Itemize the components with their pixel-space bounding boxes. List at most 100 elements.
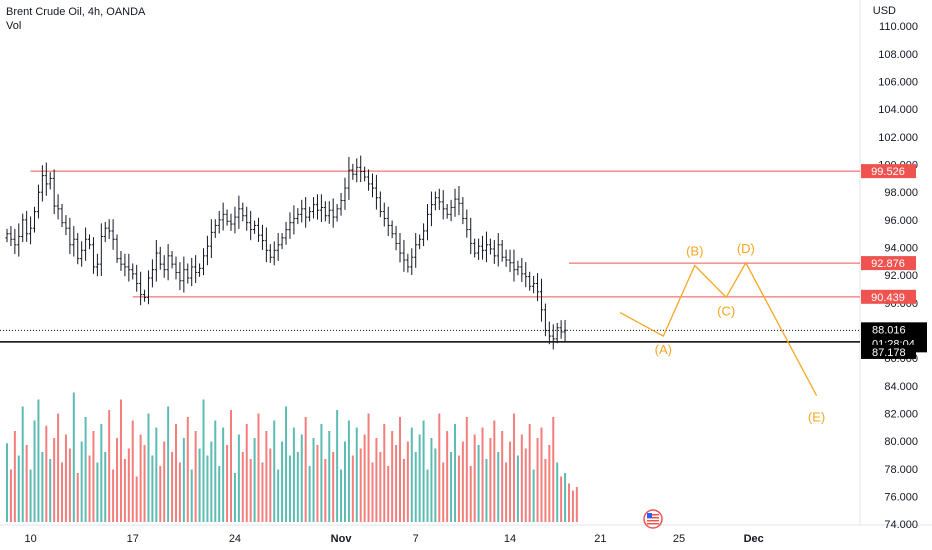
ohlc-bar	[5, 228, 9, 243]
ohlc-bar	[331, 198, 335, 228]
volume-bar	[186, 417, 189, 522]
ohlc-bar	[213, 219, 217, 238]
volume-bar	[465, 417, 468, 522]
volume-bar	[300, 434, 303, 522]
ohlc-bar	[95, 253, 99, 277]
ohlc-bar	[319, 194, 323, 223]
volume-bar	[226, 445, 229, 522]
volume-bar	[127, 448, 130, 522]
ohlc-bar	[524, 262, 528, 288]
volume-label: Vol	[6, 20, 22, 32]
ohlc-bar	[543, 303, 548, 337]
y-tick-label: 92.000	[884, 270, 918, 282]
ohlc-bar	[453, 188, 457, 217]
ohlc-bar	[469, 217, 473, 254]
volume-bar	[505, 462, 508, 522]
currency-label: USD	[872, 5, 896, 17]
ohlc-bar	[28, 216, 33, 245]
ohlc-bar	[32, 206, 37, 233]
support-price-label: 87.178	[872, 347, 906, 359]
volume-bar	[269, 448, 272, 522]
volume-bar	[516, 455, 519, 522]
y-tick-label: 96.000	[884, 215, 918, 227]
ohlc-bar	[111, 219, 115, 250]
volume-bar	[76, 473, 79, 522]
volume-bar	[123, 459, 126, 522]
ohlc-bar	[178, 262, 182, 291]
ohlc-bar	[488, 238, 492, 255]
ohlc-bar	[406, 253, 410, 273]
ohlc-bar	[186, 263, 190, 284]
ohlc-bar	[386, 206, 390, 237]
volume-bar	[524, 448, 527, 522]
y-tick-label: 74.000	[884, 519, 918, 531]
ohlc-bar	[398, 233, 402, 263]
volume-bar	[143, 445, 146, 522]
ohlc-bar	[359, 155, 363, 183]
ohlc-bar	[256, 217, 261, 242]
volume-bar	[497, 452, 500, 522]
volume-bar	[104, 452, 107, 522]
y-tick-label: 108.000	[878, 49, 918, 61]
ohlc-bar	[492, 239, 496, 264]
volume-bar	[367, 413, 370, 522]
ohlc-bar	[150, 259, 155, 288]
ohlc-bar	[103, 221, 107, 243]
volume-bar	[316, 445, 319, 522]
volume-bar	[57, 413, 60, 522]
x-tick-label: Dec	[744, 533, 764, 545]
volume-bar	[493, 420, 496, 522]
flag-stripe	[647, 514, 659, 516]
ohlc-bar	[201, 248, 206, 276]
ohlc-bar	[44, 162, 48, 196]
y-tick-label: 94.000	[884, 243, 918, 255]
ohlc-bar	[496, 233, 500, 267]
volume-bar	[37, 399, 40, 522]
ohlc-bar	[170, 251, 174, 269]
ohlc-bar	[465, 209, 469, 238]
volume-bar	[371, 462, 374, 522]
volume-bar	[210, 441, 213, 522]
volume-bar	[485, 459, 488, 522]
ohlc-bar	[154, 239, 158, 282]
volume-bar	[536, 438, 539, 522]
chart-title: Brent Crude Oil, 4h, OANDA	[6, 6, 146, 18]
volume-bar	[567, 483, 570, 522]
ohlc-bar	[433, 191, 437, 211]
volume-bar	[202, 399, 205, 522]
ohlc-bar	[508, 249, 512, 273]
volume-bar	[395, 445, 398, 522]
volume-bar	[457, 455, 460, 522]
volume-bar	[288, 455, 291, 522]
ohlc-bar	[304, 197, 308, 228]
volume-bar	[178, 462, 181, 522]
volume-bar	[249, 459, 252, 522]
ohlc-bar	[414, 233, 418, 268]
volume-bar	[544, 459, 547, 522]
ohlc-bar	[366, 169, 371, 191]
wave-projection-path	[619, 261, 818, 396]
volume-bar	[245, 424, 248, 522]
ohlc-bar	[197, 263, 202, 277]
ohlc-bar	[418, 234, 422, 250]
volume-bar	[296, 452, 299, 522]
volume-bar	[446, 431, 449, 522]
ohlc-bar	[539, 278, 544, 322]
y-tick-label: 102.000	[878, 132, 918, 144]
volume-bar	[540, 427, 543, 522]
ohlc-bar	[374, 174, 379, 210]
ohlc-bar	[135, 264, 139, 292]
x-tick-label: Nov	[331, 533, 353, 545]
ohlc-bar	[146, 270, 151, 305]
ohlc-bar	[225, 209, 229, 226]
volume-bar	[72, 392, 75, 522]
volume-bar	[450, 452, 453, 522]
volume-bar	[469, 466, 472, 522]
volume-bar	[509, 441, 512, 522]
volume-bar	[320, 424, 323, 522]
volume-bar	[304, 417, 307, 522]
ohlc-bar	[445, 203, 449, 219]
volume-bar	[80, 441, 83, 522]
ohlc-bar	[390, 220, 394, 239]
